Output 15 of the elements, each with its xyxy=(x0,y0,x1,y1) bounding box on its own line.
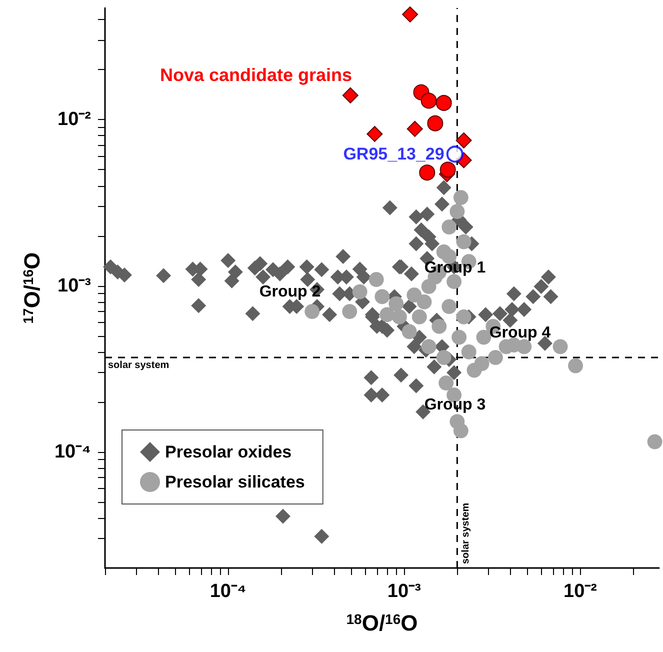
y-tick-label: 10⁻⁴ xyxy=(54,441,91,462)
legend-label: Presolar silicates xyxy=(165,472,305,492)
y-tick-label: 10⁻³ xyxy=(58,275,91,296)
series-label: GR95_13_29 xyxy=(343,144,444,164)
annotation: Group 3 xyxy=(424,396,486,414)
ref-line-label: solar system xyxy=(460,502,472,564)
y-tick-label: 10⁻² xyxy=(58,109,91,130)
x-tick-label: 10⁻⁴ xyxy=(210,581,246,602)
annotation: Group 4 xyxy=(489,324,551,342)
legend-label: Presolar oxides xyxy=(165,442,292,462)
ref-line-label: solar system xyxy=(108,360,170,371)
y-axis-title: 17O/16O xyxy=(20,252,44,324)
x-tick-label: 10⁻² xyxy=(564,581,597,602)
annotation: Nova candidate grains xyxy=(160,65,352,85)
x-tick-label: 10⁻³ xyxy=(387,581,421,602)
